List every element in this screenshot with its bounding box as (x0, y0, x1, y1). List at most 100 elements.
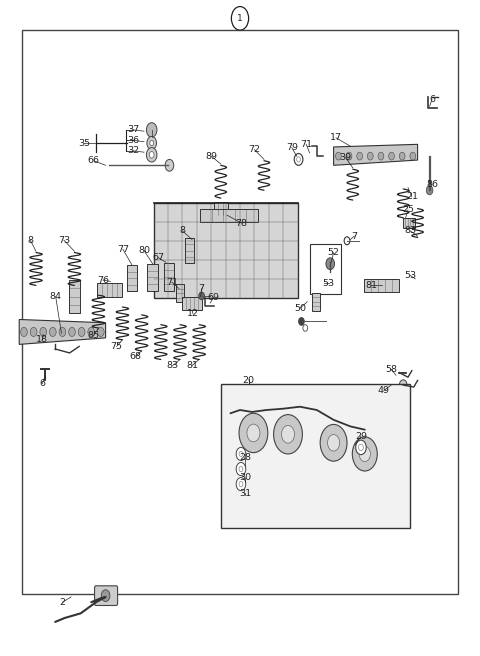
Text: 67: 67 (153, 253, 164, 262)
Bar (22, 30, 458, 594)
Circle shape (378, 152, 384, 160)
Bar (310, 244, 341, 294)
Bar (312, 293, 320, 311)
Circle shape (281, 425, 295, 443)
Circle shape (389, 152, 395, 160)
Text: 83: 83 (167, 361, 179, 370)
Bar (147, 264, 158, 291)
Circle shape (239, 466, 243, 472)
Bar (214, 202, 228, 215)
Circle shape (357, 152, 362, 160)
Bar (364, 279, 399, 292)
Text: 71: 71 (166, 277, 178, 287)
Bar (185, 238, 194, 263)
Circle shape (239, 451, 243, 457)
Circle shape (150, 140, 154, 146)
Circle shape (326, 258, 335, 270)
Text: 77: 77 (117, 245, 129, 254)
Text: 75: 75 (110, 342, 123, 351)
Text: 81: 81 (186, 361, 198, 370)
Text: 80: 80 (138, 246, 150, 255)
Circle shape (97, 327, 104, 337)
Circle shape (247, 424, 260, 442)
Text: 89: 89 (205, 152, 217, 161)
Text: 30: 30 (239, 473, 251, 482)
Text: 7: 7 (199, 284, 204, 293)
Circle shape (146, 148, 157, 162)
Text: 7: 7 (351, 232, 357, 241)
Circle shape (165, 159, 174, 171)
Circle shape (303, 325, 308, 331)
Circle shape (30, 327, 37, 337)
Circle shape (149, 152, 154, 158)
Circle shape (299, 318, 304, 325)
Circle shape (88, 327, 95, 337)
Text: 53: 53 (323, 279, 335, 288)
Text: 25: 25 (402, 205, 414, 215)
Text: 81: 81 (365, 281, 377, 290)
Circle shape (346, 152, 352, 160)
Circle shape (239, 413, 268, 453)
Circle shape (146, 123, 157, 137)
Text: 69: 69 (207, 293, 219, 302)
Text: 17: 17 (330, 133, 342, 142)
Circle shape (40, 327, 47, 337)
Circle shape (356, 440, 366, 455)
Circle shape (294, 154, 303, 165)
Circle shape (21, 327, 27, 337)
Text: 2: 2 (60, 598, 65, 607)
Circle shape (297, 157, 300, 162)
Circle shape (239, 482, 243, 487)
Circle shape (69, 327, 75, 337)
Text: 6: 6 (39, 379, 45, 388)
Text: 50: 50 (294, 304, 306, 313)
Circle shape (59, 327, 66, 337)
Text: 78: 78 (235, 218, 248, 228)
Circle shape (236, 447, 246, 461)
Text: 83: 83 (404, 226, 417, 236)
Text: 71: 71 (300, 140, 312, 149)
Circle shape (367, 152, 373, 160)
Text: 28: 28 (239, 453, 251, 462)
Bar (403, 218, 415, 228)
Circle shape (274, 415, 302, 454)
Circle shape (199, 292, 204, 300)
Text: 36: 36 (127, 136, 140, 145)
Text: 37: 37 (127, 125, 140, 134)
Text: 86: 86 (426, 180, 438, 190)
Bar (97, 283, 122, 297)
Text: 79: 79 (286, 143, 298, 152)
Text: 12: 12 (187, 309, 199, 318)
Text: 68: 68 (129, 352, 141, 361)
Circle shape (327, 434, 340, 451)
Bar (200, 209, 258, 222)
Text: 72: 72 (249, 145, 260, 154)
Bar (182, 297, 202, 310)
Text: 32: 32 (127, 146, 140, 155)
Circle shape (359, 446, 371, 462)
Circle shape (426, 186, 433, 195)
Text: 8: 8 (180, 226, 185, 236)
Text: 18: 18 (36, 335, 48, 344)
Bar (176, 284, 184, 302)
Text: 76: 76 (97, 276, 109, 285)
Bar (221, 384, 410, 528)
Circle shape (236, 462, 246, 476)
Polygon shape (334, 144, 418, 165)
Circle shape (359, 444, 363, 451)
Text: 35: 35 (78, 138, 90, 148)
Text: 20: 20 (243, 376, 254, 385)
Circle shape (399, 152, 405, 160)
Text: 85: 85 (88, 331, 100, 340)
Circle shape (101, 590, 110, 602)
Text: 39: 39 (339, 153, 352, 162)
Circle shape (320, 424, 347, 461)
Circle shape (344, 237, 350, 245)
Text: 52: 52 (327, 248, 339, 257)
Text: 66: 66 (88, 156, 100, 165)
Text: 1: 1 (237, 14, 243, 23)
Circle shape (399, 380, 407, 390)
Circle shape (49, 327, 56, 337)
Polygon shape (19, 319, 106, 344)
Bar (164, 263, 174, 291)
